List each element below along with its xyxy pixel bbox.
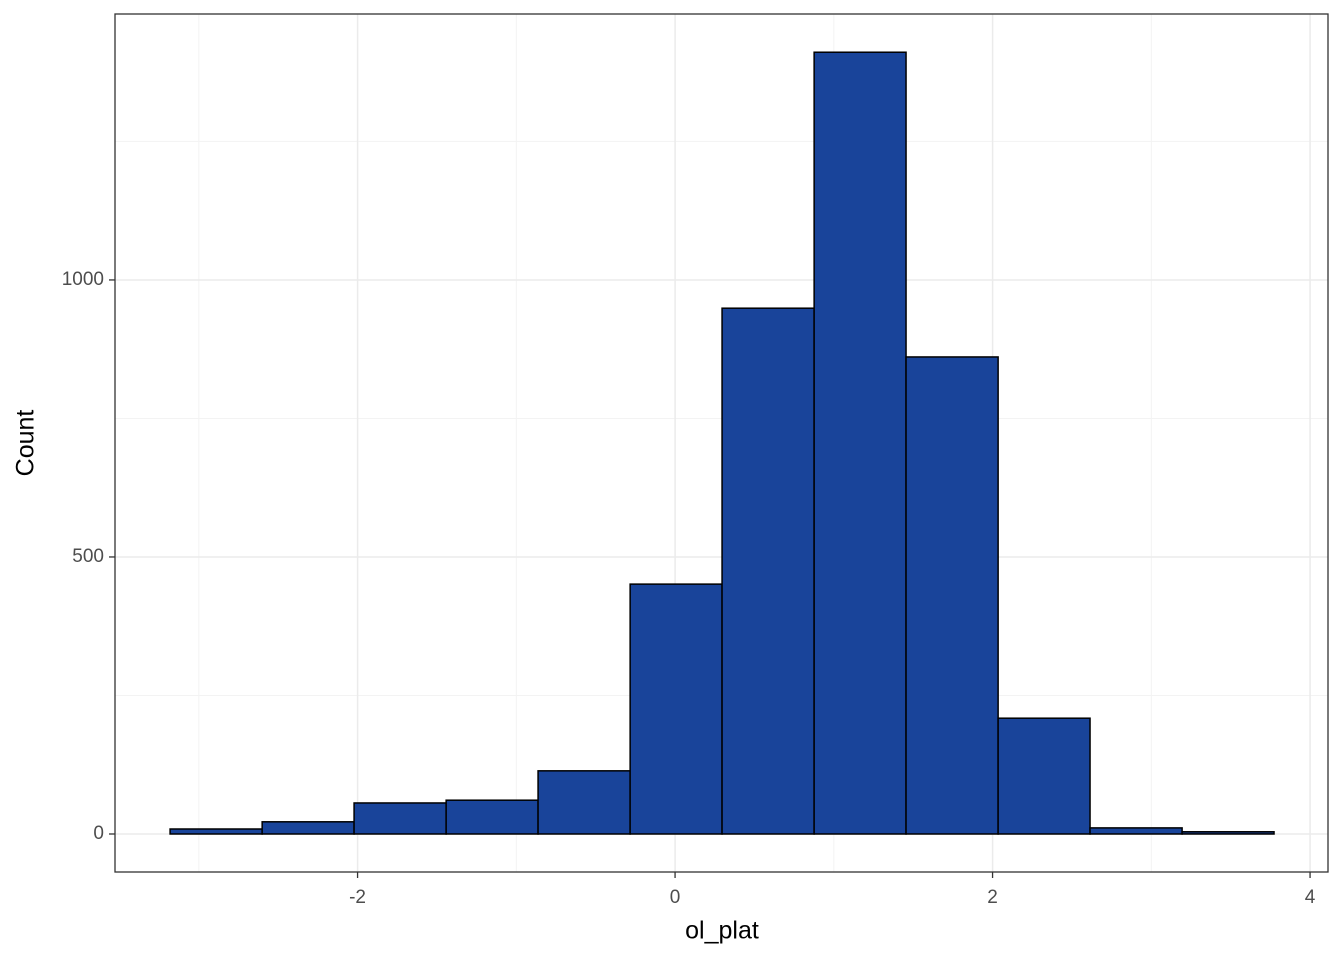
y-tick-label: 500 bbox=[72, 546, 104, 567]
bar bbox=[629, 583, 723, 835]
y-axis-title: Count bbox=[12, 410, 40, 477]
bar bbox=[997, 717, 1091, 835]
bar bbox=[445, 799, 539, 835]
x-axis-title: ol_plat bbox=[685, 917, 759, 945]
bar bbox=[1181, 831, 1275, 835]
bar bbox=[353, 802, 447, 835]
x-tick-label: 2 bbox=[987, 887, 998, 908]
bar bbox=[721, 307, 815, 835]
x-tick-label: 0 bbox=[670, 887, 681, 908]
y-tick-label: 0 bbox=[93, 823, 104, 844]
bar bbox=[537, 770, 631, 835]
x-tick-label: -2 bbox=[349, 887, 366, 908]
panel-border bbox=[114, 13, 1329, 873]
bar bbox=[905, 356, 999, 835]
y-tick-label: 1000 bbox=[62, 269, 104, 290]
x-tick-label: 4 bbox=[1305, 887, 1316, 908]
bar bbox=[261, 821, 355, 835]
bar bbox=[169, 828, 263, 835]
bar bbox=[813, 51, 907, 835]
bar bbox=[1089, 827, 1183, 835]
